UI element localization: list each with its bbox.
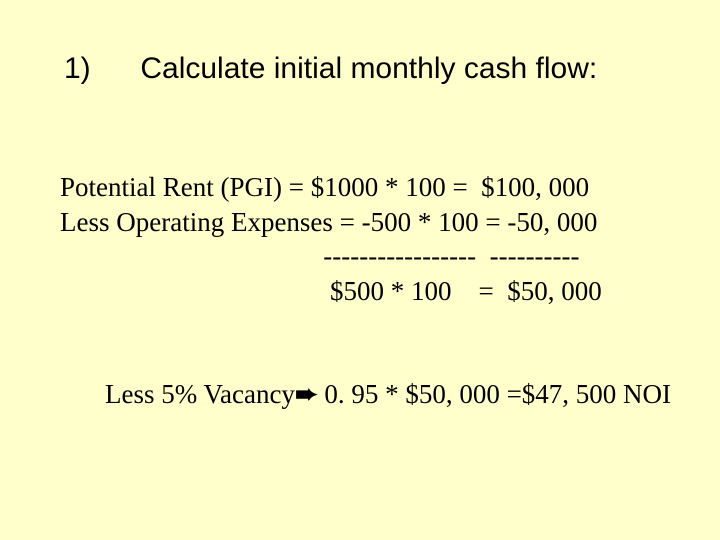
slide: 1) Calculate initial monthly cash flow: … — [0, 0, 720, 540]
vacancy-line: Less 5% Vacancy➨ 0. 95 * $50, 000 =$47, … — [78, 348, 671, 441]
body-text: Potential Rent (PGI) = $1000 * 100 = $10… — [60, 170, 680, 308]
body-line-1: Potential Rent (PGI) = $1000 * 100 = $10… — [60, 170, 680, 205]
vacancy-pre: Less 5% Vacancy — [105, 379, 295, 409]
body-line-2: Less Operating Expenses = -500 * 100 = -… — [60, 205, 680, 240]
vacancy-post: 0. 95 * $50, 000 =$47, 500 NOI — [318, 379, 671, 409]
slide-title-text: Calculate initial monthly cash flow: — [140, 52, 597, 85]
body-line-4: $500 * 100 = $50, 000 — [60, 274, 680, 309]
arrow-right-icon: ➨ — [295, 379, 318, 409]
body-line-3: ----------------- ---------- — [60, 239, 680, 274]
slide-title: 1) Calculate initial monthly cash flow: — [64, 52, 680, 86]
slide-number: 1) — [64, 52, 132, 86]
